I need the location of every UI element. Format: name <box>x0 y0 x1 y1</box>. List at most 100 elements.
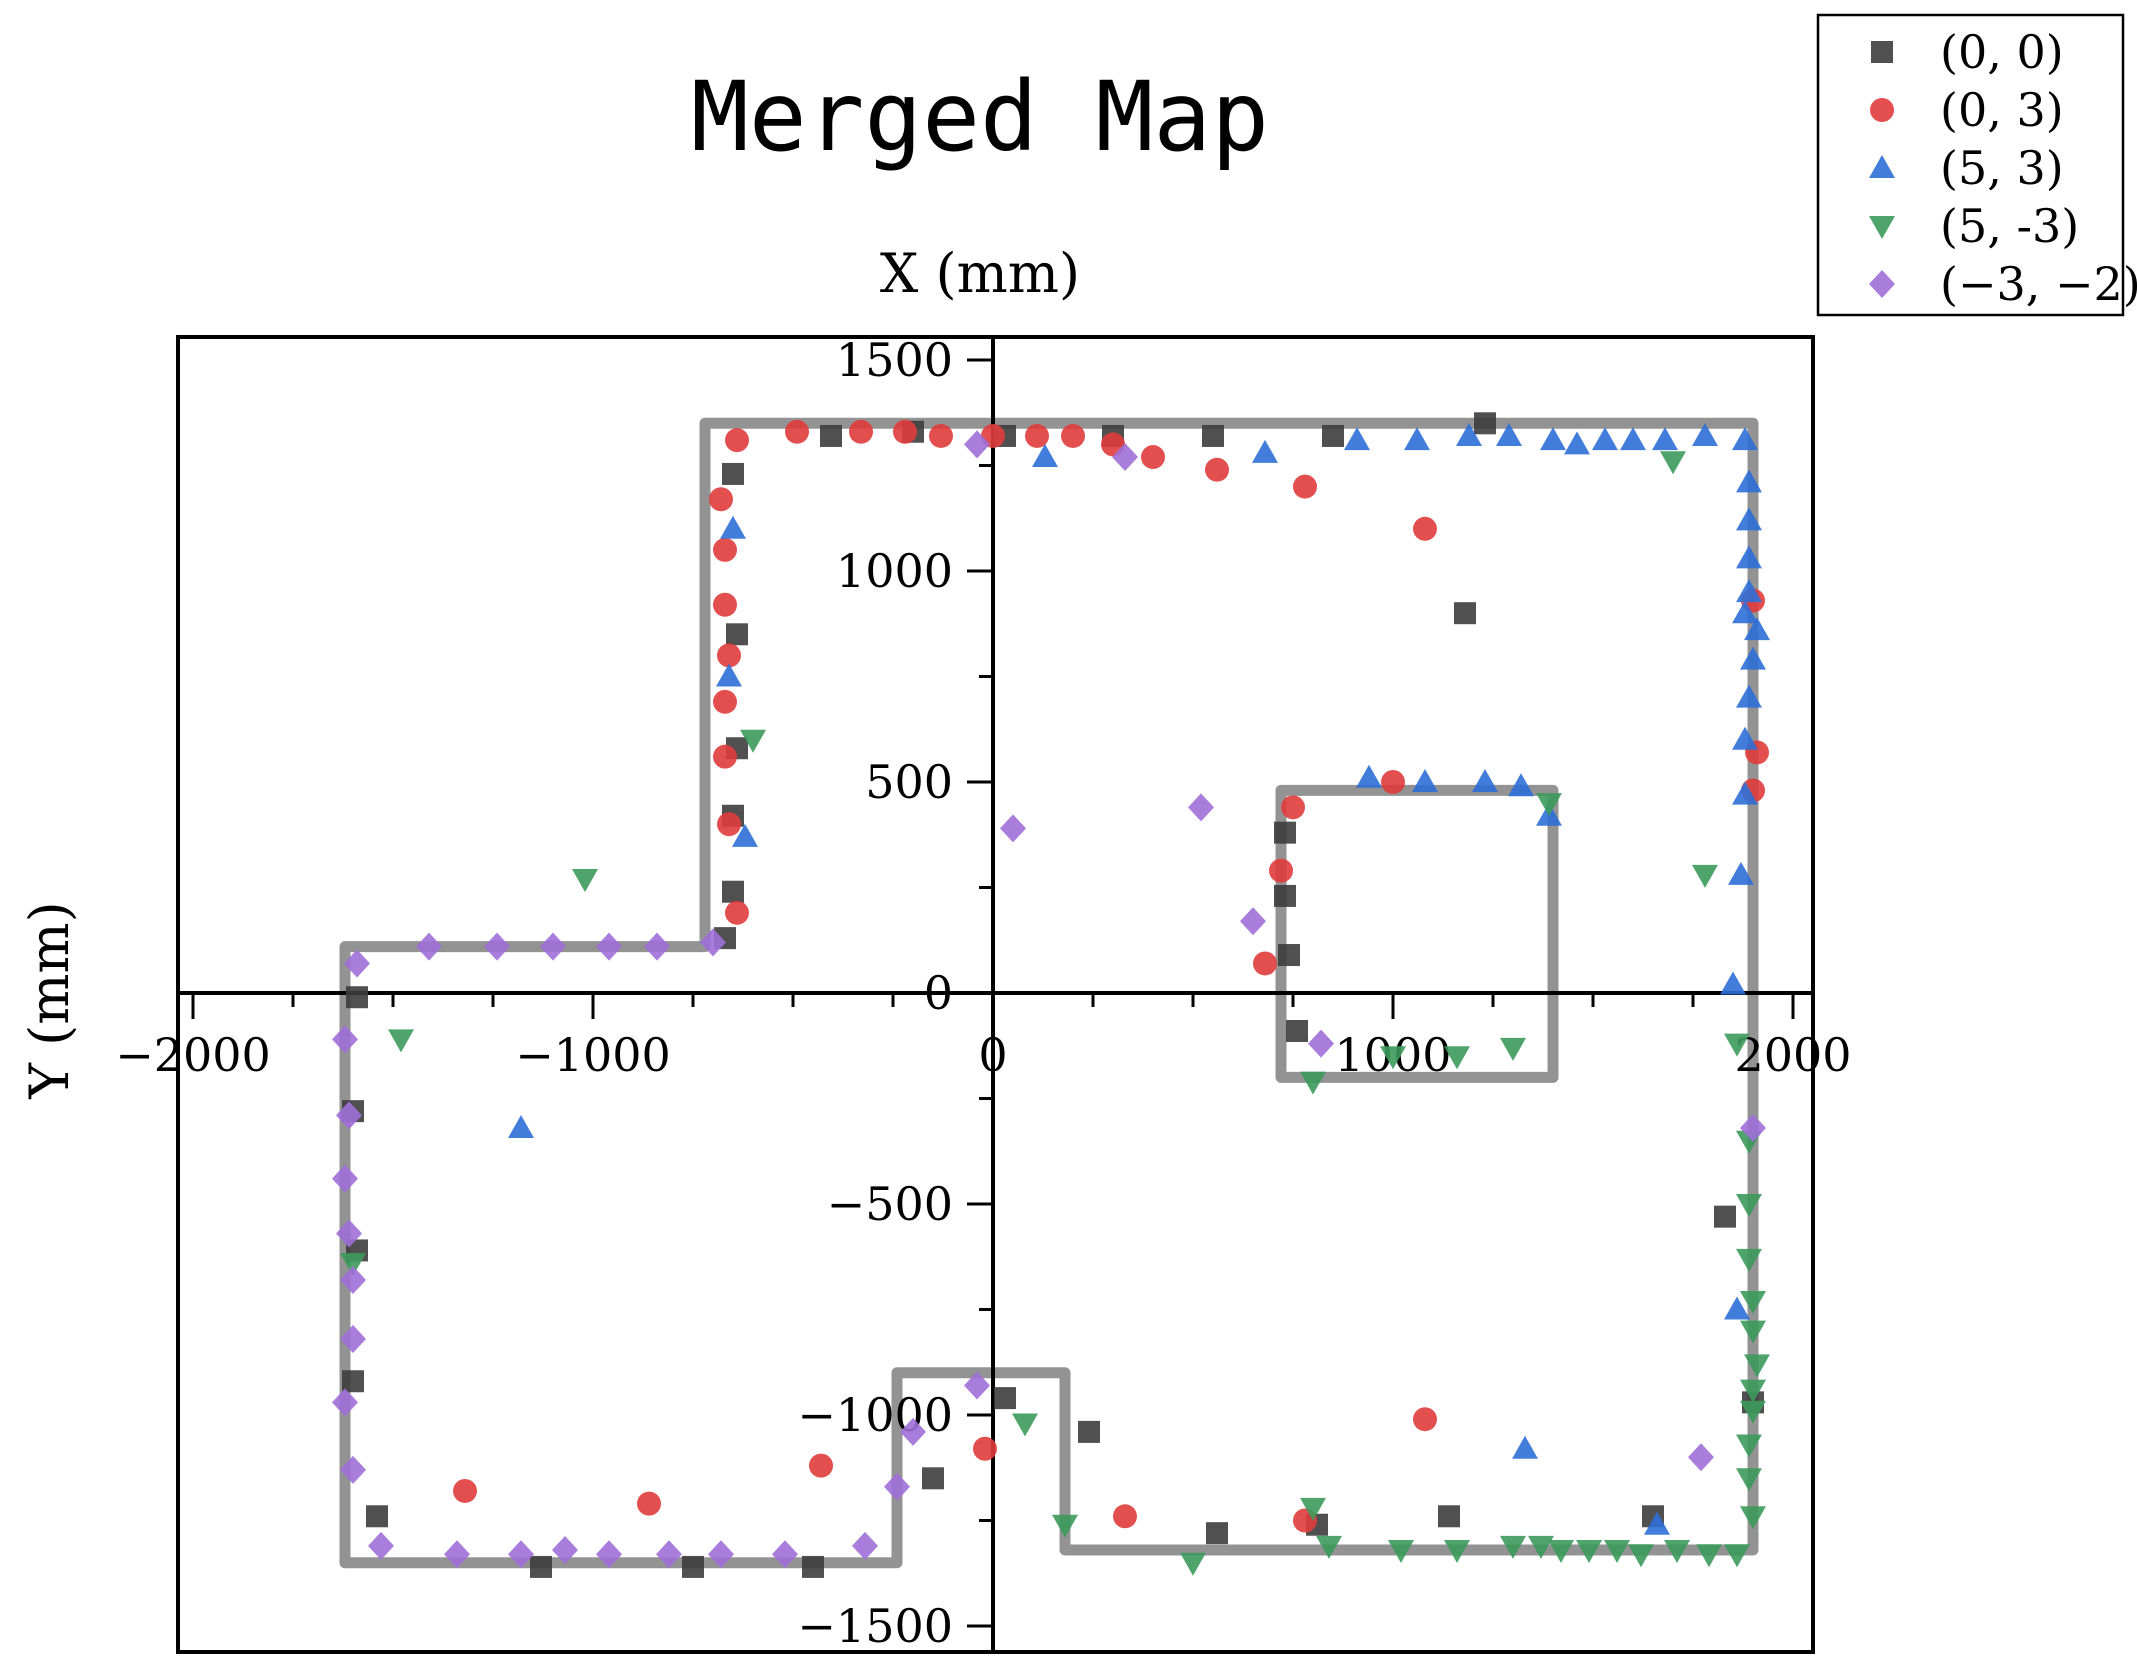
data-point <box>717 812 741 837</box>
data-point <box>368 1531 394 1560</box>
data-point <box>785 419 809 444</box>
data-point <box>637 1491 661 1516</box>
y-tick-label: −1000 <box>797 1388 953 1442</box>
legend-box <box>1816 13 2125 317</box>
data-point <box>1274 884 1296 907</box>
data-point <box>1113 1504 1137 1529</box>
data-point <box>1652 427 1678 451</box>
data-point <box>1413 516 1437 541</box>
data-point <box>346 986 368 1009</box>
data-point <box>994 1387 1016 1410</box>
data-point <box>1644 1511 1670 1535</box>
data-point <box>344 949 370 978</box>
data-point <box>720 515 746 539</box>
data-point <box>1732 726 1758 750</box>
data-point <box>1025 423 1049 448</box>
data-point <box>1564 431 1590 455</box>
data-point <box>900 1417 926 1446</box>
data-point <box>1528 1535 1554 1559</box>
data-point <box>1444 1046 1470 1070</box>
data-point <box>740 729 766 753</box>
data-point <box>340 1455 366 1484</box>
data-point <box>1404 427 1430 451</box>
data-point <box>1592 427 1618 451</box>
data-point <box>340 1325 366 1354</box>
data-point <box>336 1219 362 1248</box>
data-point <box>1732 600 1758 624</box>
data-point <box>1540 427 1566 451</box>
data-point <box>802 1555 824 1578</box>
data-point <box>732 823 758 847</box>
data-point <box>1692 422 1718 446</box>
data-point <box>508 1540 534 1569</box>
data-point <box>1548 1540 1574 1564</box>
data-point <box>1744 1354 1770 1378</box>
data-point <box>772 1540 798 1569</box>
series-4 <box>332 430 1766 1569</box>
data-point <box>1500 1037 1526 1061</box>
data-point <box>1736 1434 1762 1458</box>
data-point <box>1696 1544 1722 1568</box>
data-point <box>1202 424 1224 447</box>
data-point <box>1724 1544 1750 1568</box>
data-point <box>1381 770 1405 794</box>
data-point <box>722 462 744 485</box>
data-point <box>1032 444 1058 468</box>
data-point <box>1474 412 1496 435</box>
data-point <box>1740 1400 1766 1424</box>
data-point <box>1720 971 1746 995</box>
data-point <box>552 1536 578 1565</box>
data-point <box>340 1265 366 1294</box>
map-outline-path-0 <box>339 417 1759 1569</box>
data-point <box>893 419 917 444</box>
data-point <box>1078 1420 1100 1443</box>
data-point <box>388 1029 414 1053</box>
data-point <box>849 419 873 444</box>
chart-title: Merged Map <box>691 61 1269 173</box>
data-points <box>332 412 1770 1578</box>
data-point <box>1692 864 1718 888</box>
map-outline <box>339 417 1759 1569</box>
data-point <box>1300 1497 1326 1521</box>
data-point <box>1688 1443 1714 1472</box>
data-point <box>1344 427 1370 451</box>
data-point <box>809 1453 833 1478</box>
data-point <box>973 1436 997 1461</box>
data-point <box>964 1371 990 1400</box>
data-point <box>484 932 510 961</box>
legend-marker <box>1869 216 1895 239</box>
data-point <box>1413 1407 1437 1432</box>
data-point <box>1744 617 1770 641</box>
legend: (0, 0)(0, 3)(5, 3)(5, -3)(−3, −2) <box>1816 13 2137 317</box>
legend-marker <box>1869 155 1895 178</box>
data-point <box>1388 1540 1414 1564</box>
y-axis-label: Y (mm) <box>18 901 81 1099</box>
data-point <box>1724 1296 1750 1320</box>
data-point <box>1736 1248 1762 1272</box>
data-point <box>1286 1019 1308 1042</box>
data-point <box>1188 793 1214 822</box>
data-point <box>1316 1535 1342 1559</box>
data-point <box>713 537 737 562</box>
data-point <box>366 1505 388 1528</box>
data-point <box>1628 1544 1654 1568</box>
data-point <box>342 1370 364 1393</box>
data-point <box>1508 773 1534 797</box>
legend-marker <box>1871 41 1893 63</box>
data-point <box>1536 793 1562 817</box>
data-point <box>444 1540 470 1569</box>
data-point <box>1740 1114 1766 1143</box>
data-point <box>508 1115 534 1139</box>
x-axis-label: X (mm) <box>880 242 1080 305</box>
data-point <box>1576 1540 1602 1564</box>
x-tick-label: 0 <box>978 1028 1007 1082</box>
data-point <box>1141 445 1165 470</box>
data-point <box>1500 1535 1526 1559</box>
data-point <box>453 1478 477 1503</box>
data-point <box>709 487 733 512</box>
data-point <box>1281 795 1305 820</box>
data-point <box>1736 579 1762 603</box>
data-point <box>1732 427 1758 451</box>
legend-marker <box>1869 270 1895 298</box>
